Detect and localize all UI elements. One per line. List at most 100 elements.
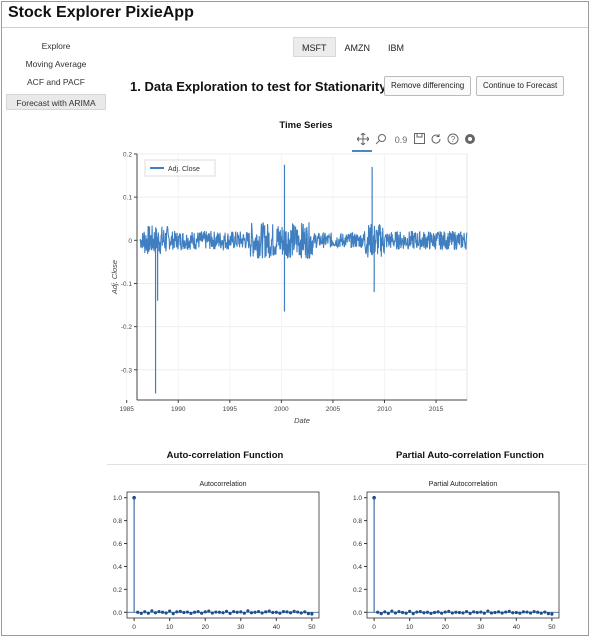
lag-point	[500, 611, 504, 615]
save-icon[interactable]	[412, 133, 426, 147]
x-tick-label: 10	[406, 624, 414, 631]
lag-point	[160, 610, 165, 614]
lag-point	[168, 609, 172, 613]
lag-point	[303, 610, 307, 614]
lag-point	[274, 610, 278, 614]
lag-point	[390, 609, 394, 613]
pan-icon[interactable]	[356, 132, 370, 147]
x-tick-label: 20	[442, 624, 450, 631]
series-line-adj-close	[139, 222, 468, 260]
lag-point	[400, 610, 405, 615]
lag-point	[379, 612, 383, 616]
lag-point	[310, 612, 314, 616]
title-divider	[2, 27, 588, 28]
legend[interactable]: Adj. Close	[144, 159, 216, 177]
x-tick-label: 1995	[223, 406, 238, 413]
lag-point	[411, 612, 415, 616]
lag-point	[153, 611, 158, 615]
sidebar-item-acf-pacf[interactable]: ACF and PACF	[27, 77, 85, 87]
reset-icon[interactable]	[429, 133, 443, 147]
lag-point	[185, 610, 190, 614]
tab-msft[interactable]: MSFT	[293, 37, 336, 57]
lag-point	[260, 611, 264, 615]
lag-point	[164, 611, 168, 615]
lag-point	[372, 495, 376, 500]
lag-point	[457, 610, 462, 615]
lag-point	[296, 610, 300, 614]
lag-point	[422, 611, 426, 615]
y-tick-label: 0.8	[113, 518, 122, 525]
lag-point	[528, 611, 533, 615]
plot-area	[136, 153, 468, 401]
remove-differencing-button[interactable]: Remove differencing	[384, 76, 472, 96]
lag-point	[132, 495, 136, 500]
lag-point	[539, 611, 543, 615]
lag-point	[532, 609, 536, 614]
y-tick-label: 0.4	[353, 564, 362, 571]
lag-point	[461, 611, 465, 615]
lag-point	[418, 609, 422, 614]
sidebar-item-explore[interactable]: Explore	[41, 41, 71, 51]
continue-forecast-button[interactable]: Continue to Forecast	[476, 76, 565, 96]
lag-point	[264, 610, 268, 614]
pacf-plot-area	[366, 491, 560, 619]
lag-point	[175, 610, 179, 614]
y-tick-label: 0.2	[353, 587, 362, 594]
lag-point	[139, 611, 143, 616]
lag-point	[521, 610, 526, 614]
section-title: 1. Data Exploration to test for Stationa…	[130, 79, 387, 94]
bokeh-logo-icon	[463, 133, 477, 147]
lag-point	[514, 610, 518, 615]
app-title: Stock Explorer PixieApp	[8, 4, 194, 21]
pacf-chart: Partial Autocorrelation 1.0 0.8 0.6 0.4 0.2 0.…	[353, 481, 560, 631]
lag-point	[200, 611, 204, 615]
lag-point	[511, 611, 515, 615]
acf-plot-area	[126, 491, 320, 619]
y-tick-label: 1.0	[113, 495, 122, 502]
x-tick-label: 50	[308, 624, 316, 631]
sidebar-item-forecast-arima[interactable]: Forecast with ARIMA	[6, 94, 106, 110]
lag-point	[178, 609, 182, 613]
x-tick-label: 2000	[274, 406, 289, 413]
x-tick-label: 50	[548, 624, 556, 631]
y-tick-label: 0.1	[123, 195, 132, 202]
lag-point	[217, 610, 222, 614]
x-tick-label: 0	[372, 624, 376, 631]
lag-point	[228, 611, 232, 616]
lag-point	[292, 609, 296, 613]
lag-point	[288, 611, 293, 615]
acf-section-title: Auto-correlation Function	[166, 450, 284, 461]
lag-point	[486, 609, 490, 613]
tab-amzn[interactable]: AMZN	[344, 43, 371, 53]
lag-point	[543, 610, 547, 614]
x-tick-label: 2015	[429, 406, 444, 413]
lag-point	[203, 610, 207, 614]
time-series-chart[interactable]: 0.20.10-0.1-0.2-0.3198519901995200020052…	[105, 148, 480, 428]
svg-text:?: ?	[451, 135, 456, 144]
lag-point	[496, 610, 501, 614]
lag-point	[271, 610, 275, 615]
lag-point	[493, 610, 497, 615]
lag-point	[306, 612, 310, 616]
y-tick-label: 0.2	[113, 587, 122, 594]
sidebar-item-moving-average[interactable]: Moving Average	[25, 59, 87, 69]
y-tick-label: 0.8	[353, 518, 362, 525]
x-tick-label: 2010	[377, 406, 392, 413]
lag-point	[192, 610, 197, 614]
x-tick-label: 30	[477, 624, 485, 631]
box-zoom-icon[interactable]	[374, 133, 388, 147]
lag-point	[171, 612, 175, 616]
wheel-zoom-icon[interactable]: 0.9	[394, 135, 408, 145]
lag-point	[550, 612, 554, 616]
tab-ibm[interactable]: IBM	[388, 43, 405, 53]
x-tick-label: 0	[132, 624, 136, 631]
y-tick-label: 1.0	[353, 495, 362, 502]
lag-point	[472, 610, 476, 614]
x-tick-label: 20	[202, 624, 210, 631]
help-icon[interactable]: ?	[446, 133, 460, 147]
pacf-section-title: Partial Auto-correlation Function	[396, 450, 544, 461]
lag-point	[443, 610, 447, 614]
lag-point	[232, 609, 236, 614]
lag-point	[285, 610, 289, 614]
active-tool-indicator	[352, 150, 372, 152]
